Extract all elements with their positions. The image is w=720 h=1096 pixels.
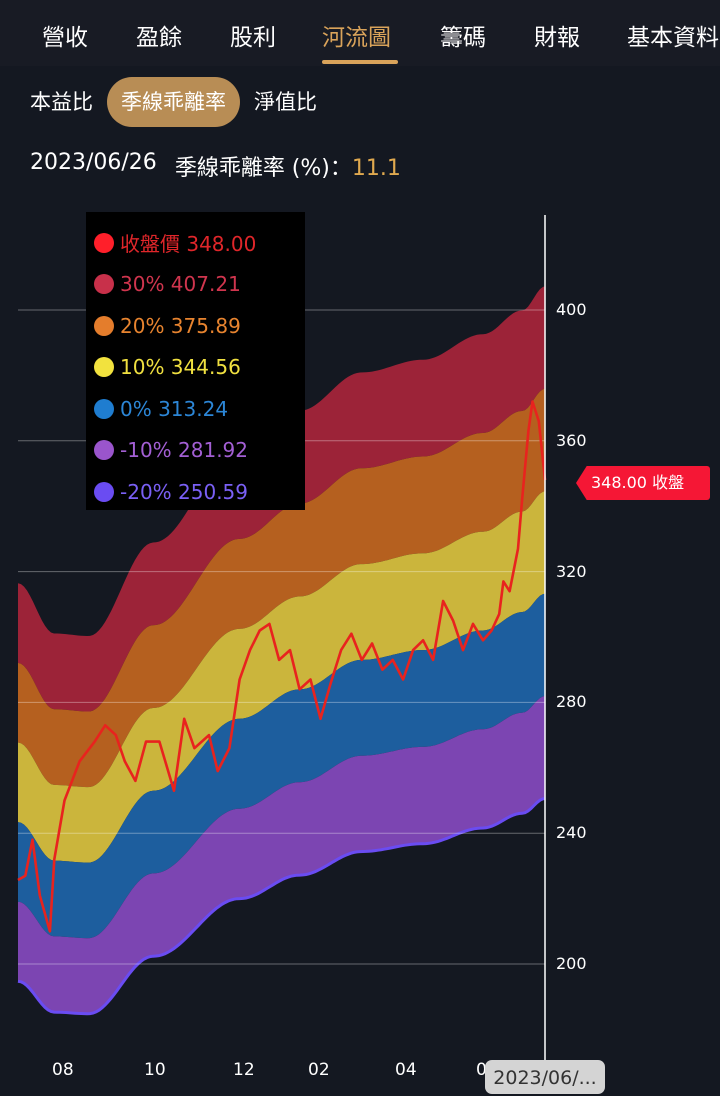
x-tick: 04 [395,1060,417,1080]
readout-date: 2023/06/26 [30,150,157,175]
top-tab-bar: 營收 盈餘 股利 河流圖 籌碼 財報 基本資料 [0,0,720,66]
legend-item-minus20: -20% 250.59 [94,471,297,513]
subtab-quarter-bias[interactable]: 季線乖離率 [107,77,240,127]
legend-item-10: 10% 344.56 [94,347,297,389]
band-bottom-line [17,797,546,1016]
x-tick: 0 [476,1060,487,1080]
crosshair-date-tag: 2023/06/... [485,1060,605,1094]
tab-revenue[interactable]: 營收 [42,25,88,51]
legend-item-30: 30% 407.21 [94,264,297,306]
tab-basic-info[interactable]: 基本資料 [627,25,719,51]
tab-financials[interactable]: 財報 [534,25,580,51]
band-1 [18,388,545,788]
legend-dot [94,398,114,419]
x-tick: 10 [144,1060,166,1080]
y-tick: 200 [556,954,587,973]
legend-dot [94,315,114,336]
band-2 [18,491,545,863]
readout-metric: 季線乖離率 (%)： [174,156,352,181]
tab-river-chart[interactable]: 河流圖 [322,25,391,51]
tab-chips[interactable]: 籌碼 [440,25,486,51]
subtab-pb[interactable]: 淨值比 [254,90,317,114]
x-tick: 08 [52,1060,74,1080]
band-3 [18,593,545,939]
tab-dividend[interactable]: 股利 [230,25,276,51]
readout-value: 11.1 [351,156,401,181]
y-tick: 280 [556,692,587,711]
close-price-tag: 348.00 收盤 [576,466,710,500]
legend-dot [94,481,114,502]
active-tab-indicator [322,60,398,64]
legend-item-close: 收盤價 348.00 [94,222,297,264]
band-4 [18,696,545,1014]
x-tick: 12 [233,1060,255,1080]
subtab-bar: 本益比 季線乖離率 淨值比 [0,76,331,128]
y-tick: 240 [556,823,587,842]
legend-item-minus10: -10% 281.92 [94,430,297,472]
legend-dot [94,357,114,378]
legend-item-20: 20% 375.89 [94,305,297,347]
subtab-pe[interactable]: 本益比 [30,90,93,114]
river-chart[interactable] [0,200,720,1060]
chart-legend: 收盤價 348.00 30% 407.21 20% 375.89 10% 344… [86,212,305,510]
legend-dot [94,274,114,295]
legend-item-0: 0% 313.24 [94,388,297,430]
value-readout: 2023/06/26 季線乖離率 (%)：11.1 [30,150,401,182]
legend-dot [94,232,114,253]
tab-earnings[interactable]: 盈餘 [136,25,182,51]
legend-dot [94,440,114,461]
x-tick: 02 [308,1060,330,1080]
y-tick: 400 [556,300,587,319]
price-line [17,400,547,933]
y-tick: 360 [556,431,587,450]
y-tick: 320 [556,562,587,581]
